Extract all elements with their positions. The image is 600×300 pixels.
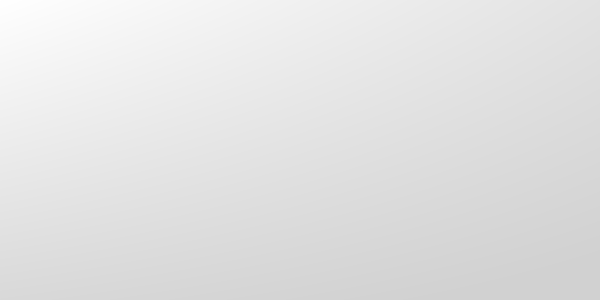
Bar — [433, 95, 457, 249]
Bar — [56, 161, 80, 249]
Bar — [193, 129, 217, 249]
Bar — [329, 111, 355, 249]
Bar — [295, 116, 320, 249]
Bar — [398, 101, 423, 249]
Bar — [261, 119, 286, 249]
Text: 5.56: 5.56 — [124, 127, 149, 137]
Bar — [124, 140, 149, 249]
Bar — [364, 107, 389, 249]
Title: Stationary Emission Control Catalyst Market: Stationary Emission Control Catalyst Mar… — [125, 15, 491, 33]
Bar — [467, 89, 491, 249]
Text: 9.0: 9.0 — [538, 59, 557, 69]
Y-axis label: Market Value in USD Billion: Market Value in USD Billion — [15, 70, 25, 222]
Bar — [90, 156, 115, 249]
Bar — [158, 135, 183, 249]
Bar — [501, 82, 526, 249]
Bar — [535, 72, 560, 249]
Bar — [227, 123, 251, 249]
Text: 5.79: 5.79 — [158, 122, 184, 133]
